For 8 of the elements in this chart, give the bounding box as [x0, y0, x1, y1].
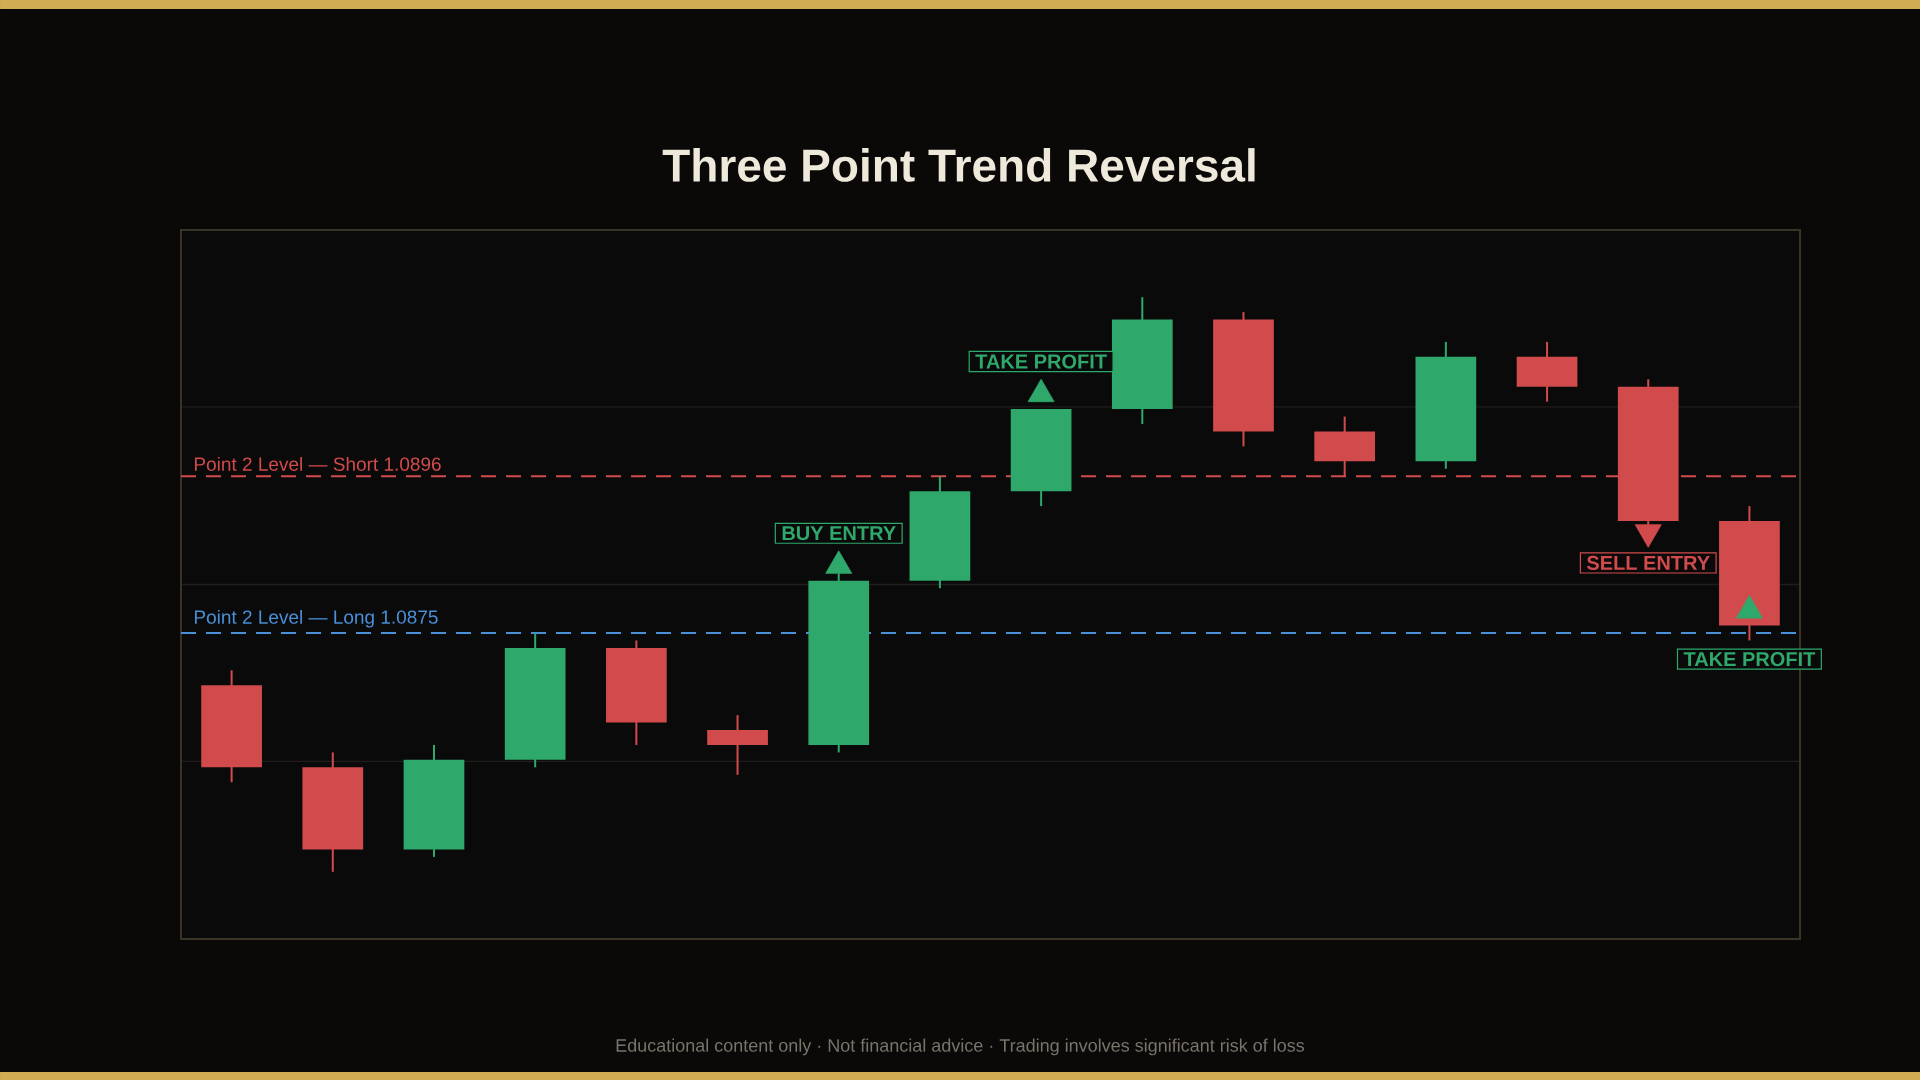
data-label: SELL ENTRY — [1586, 555, 1710, 570]
ref-line-label: Point 2 Level — Short 1.0896 — [194, 456, 441, 471]
ref-line-label: Point 2 Level — Long 1.0875 — [194, 609, 438, 628]
chart-title: Three Point Trend Reversal — [662, 148, 1255, 182]
text: Educational content only · Not financial advice · Trading involves significant risk of loss — [616, 1038, 1305, 1056]
data-label: TAKE PROFIT — [975, 354, 1107, 369]
data-label: TAKE PROFIT — [1683, 652, 1816, 667]
data-label: BUY ENTRY — [782, 526, 896, 541]
